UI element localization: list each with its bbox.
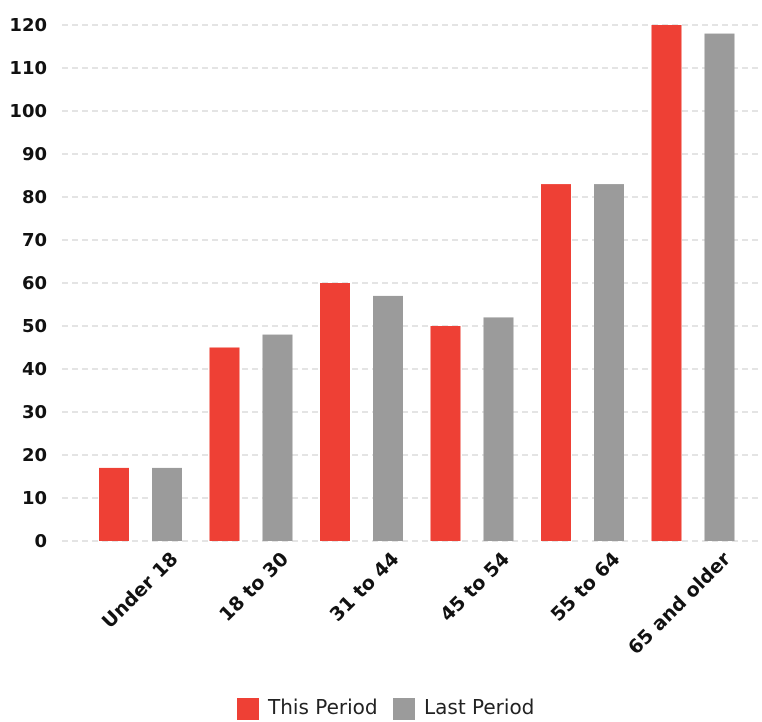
x-axis-ticks: Under 18 18 to 30 31 to 44 45 to 54 55 to 64… <box>98 548 736 659</box>
x-tick-label: 65 and older <box>624 548 735 659</box>
bar-this-period <box>99 467 129 541</box>
y-tick-label: 60 <box>22 273 47 294</box>
bar-this-period <box>209 347 240 541</box>
y-tick-label: 90 <box>22 144 47 165</box>
bar-last-period <box>483 317 514 541</box>
y-tick-label: 30 <box>22 402 47 423</box>
bar-last-period <box>594 184 624 541</box>
legend: This Period Last Period <box>237 695 534 720</box>
bar-this-period <box>430 326 461 541</box>
y-tick-label: 80 <box>22 187 47 208</box>
bar-this-period <box>541 184 571 541</box>
bar-this-period <box>651 25 682 541</box>
x-tick-label: 55 to 64 <box>547 548 625 626</box>
y-tick-label: 120 <box>9 15 47 36</box>
bar-this-period <box>320 283 350 541</box>
x-tick-label: Under 18 <box>98 548 183 633</box>
legend-swatch-last-period <box>393 698 415 720</box>
legend-label-last-period: Last Period <box>424 695 534 719</box>
y-tick-label: 110 <box>9 58 47 79</box>
y-tick-label: 100 <box>9 101 47 122</box>
y-tick-label: 70 <box>22 230 47 251</box>
y-axis-ticks: 0 10 20 30 40 50 60 70 80 90 100 110 120 <box>9 15 47 552</box>
bar-last-period <box>373 295 403 541</box>
y-tick-label: 40 <box>22 359 47 380</box>
x-tick-label: 31 to 44 <box>326 548 404 626</box>
x-tick-label: 18 to 30 <box>215 548 293 626</box>
bars <box>99 25 735 541</box>
y-tick-label: 50 <box>22 316 47 337</box>
x-tick-label: 45 to 54 <box>436 548 514 626</box>
bar-last-period <box>704 33 735 541</box>
y-tick-label: 10 <box>22 488 47 509</box>
legend-swatch-this-period <box>237 698 259 720</box>
grid-lines <box>62 24 758 542</box>
y-tick-label: 0 <box>34 531 47 552</box>
legend-label-this-period: This Period <box>267 695 378 719</box>
y-tick-label: 20 <box>22 445 47 466</box>
bar-last-period <box>152 467 182 541</box>
bar-last-period <box>262 334 293 541</box>
